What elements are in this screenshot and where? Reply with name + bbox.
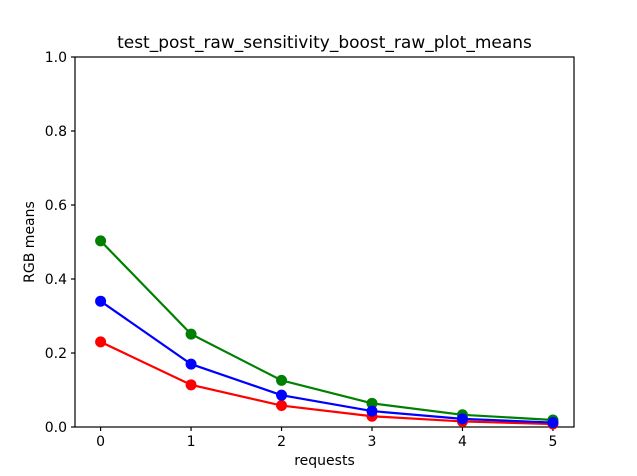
series-marker-green bbox=[185, 328, 197, 340]
series-marker-green bbox=[366, 397, 378, 409]
series-marker-blue bbox=[547, 417, 559, 429]
y-tick-label: 0.0 bbox=[45, 420, 67, 436]
series-marker-blue bbox=[276, 389, 288, 401]
y-tick-label: 0.4 bbox=[45, 272, 67, 288]
series-line-green bbox=[99, 239, 555, 422]
x-tick-label: 2 bbox=[277, 434, 286, 450]
series-marker-blue bbox=[95, 295, 107, 307]
x-axis-label: requests bbox=[294, 453, 355, 469]
x-tick-label: 1 bbox=[187, 434, 196, 450]
y-tick-label: 0.6 bbox=[45, 198, 67, 214]
y-tick-label: 0.2 bbox=[45, 346, 67, 362]
y-tick-label: 0.8 bbox=[45, 124, 67, 140]
chart-title: test_post_raw_sensitivity_boost_raw_plot… bbox=[117, 33, 532, 53]
series-marker-red bbox=[95, 336, 107, 348]
series-marker-blue bbox=[366, 405, 378, 417]
series-marker-red bbox=[185, 379, 197, 391]
x-tick-label: 3 bbox=[368, 434, 377, 450]
series-marker-red bbox=[276, 400, 288, 412]
x-tick-label: 0 bbox=[96, 434, 105, 450]
y-tick-label: 1.0 bbox=[45, 50, 67, 66]
series-line-blue bbox=[99, 300, 555, 424]
x-tick-label: 5 bbox=[548, 434, 557, 450]
x-tick-label: 4 bbox=[458, 434, 467, 450]
series-marker-green bbox=[95, 235, 107, 247]
series-marker-blue bbox=[456, 413, 468, 425]
series-marker-blue bbox=[185, 358, 197, 370]
axes-frame bbox=[74, 56, 575, 428]
series-line-red bbox=[99, 340, 555, 426]
series-marker-green bbox=[276, 374, 288, 386]
